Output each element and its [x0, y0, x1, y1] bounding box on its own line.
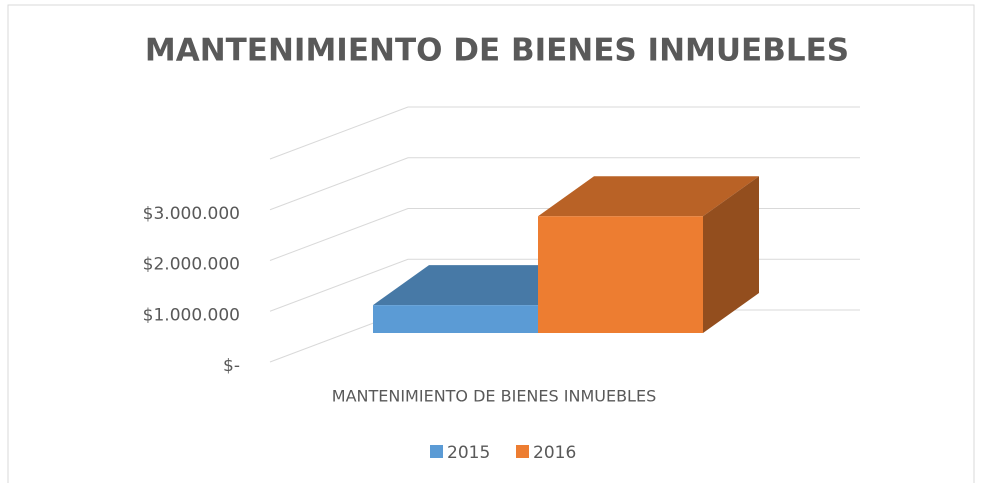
y-tick-label: $2.000.000: [143, 255, 240, 275]
bar-front: [373, 305, 538, 333]
y-tick-label: $3.000.000: [143, 204, 240, 224]
bar-side: [703, 176, 759, 333]
y-tick-label: $1.000.000: [143, 305, 240, 325]
bar-front: [538, 216, 703, 333]
grid-line: [269, 106, 860, 160]
legend-label: 2016: [533, 443, 576, 463]
bar-top: [538, 176, 759, 217]
legend-label: 2015: [447, 443, 490, 463]
chart-border: [7, 4, 975, 483]
legend-swatch: [430, 445, 443, 458]
legend-swatch: [516, 445, 529, 458]
grid-line: [269, 157, 860, 211]
x-tick-label: MANTENIMIENTO DE BIENES INMUEBLES: [332, 387, 656, 406]
bar: [538, 176, 759, 333]
chart-title: MANTENIMIENTO DE BIENES INMUEBLES: [145, 33, 849, 69]
y-tick-label: $-: [223, 356, 240, 376]
